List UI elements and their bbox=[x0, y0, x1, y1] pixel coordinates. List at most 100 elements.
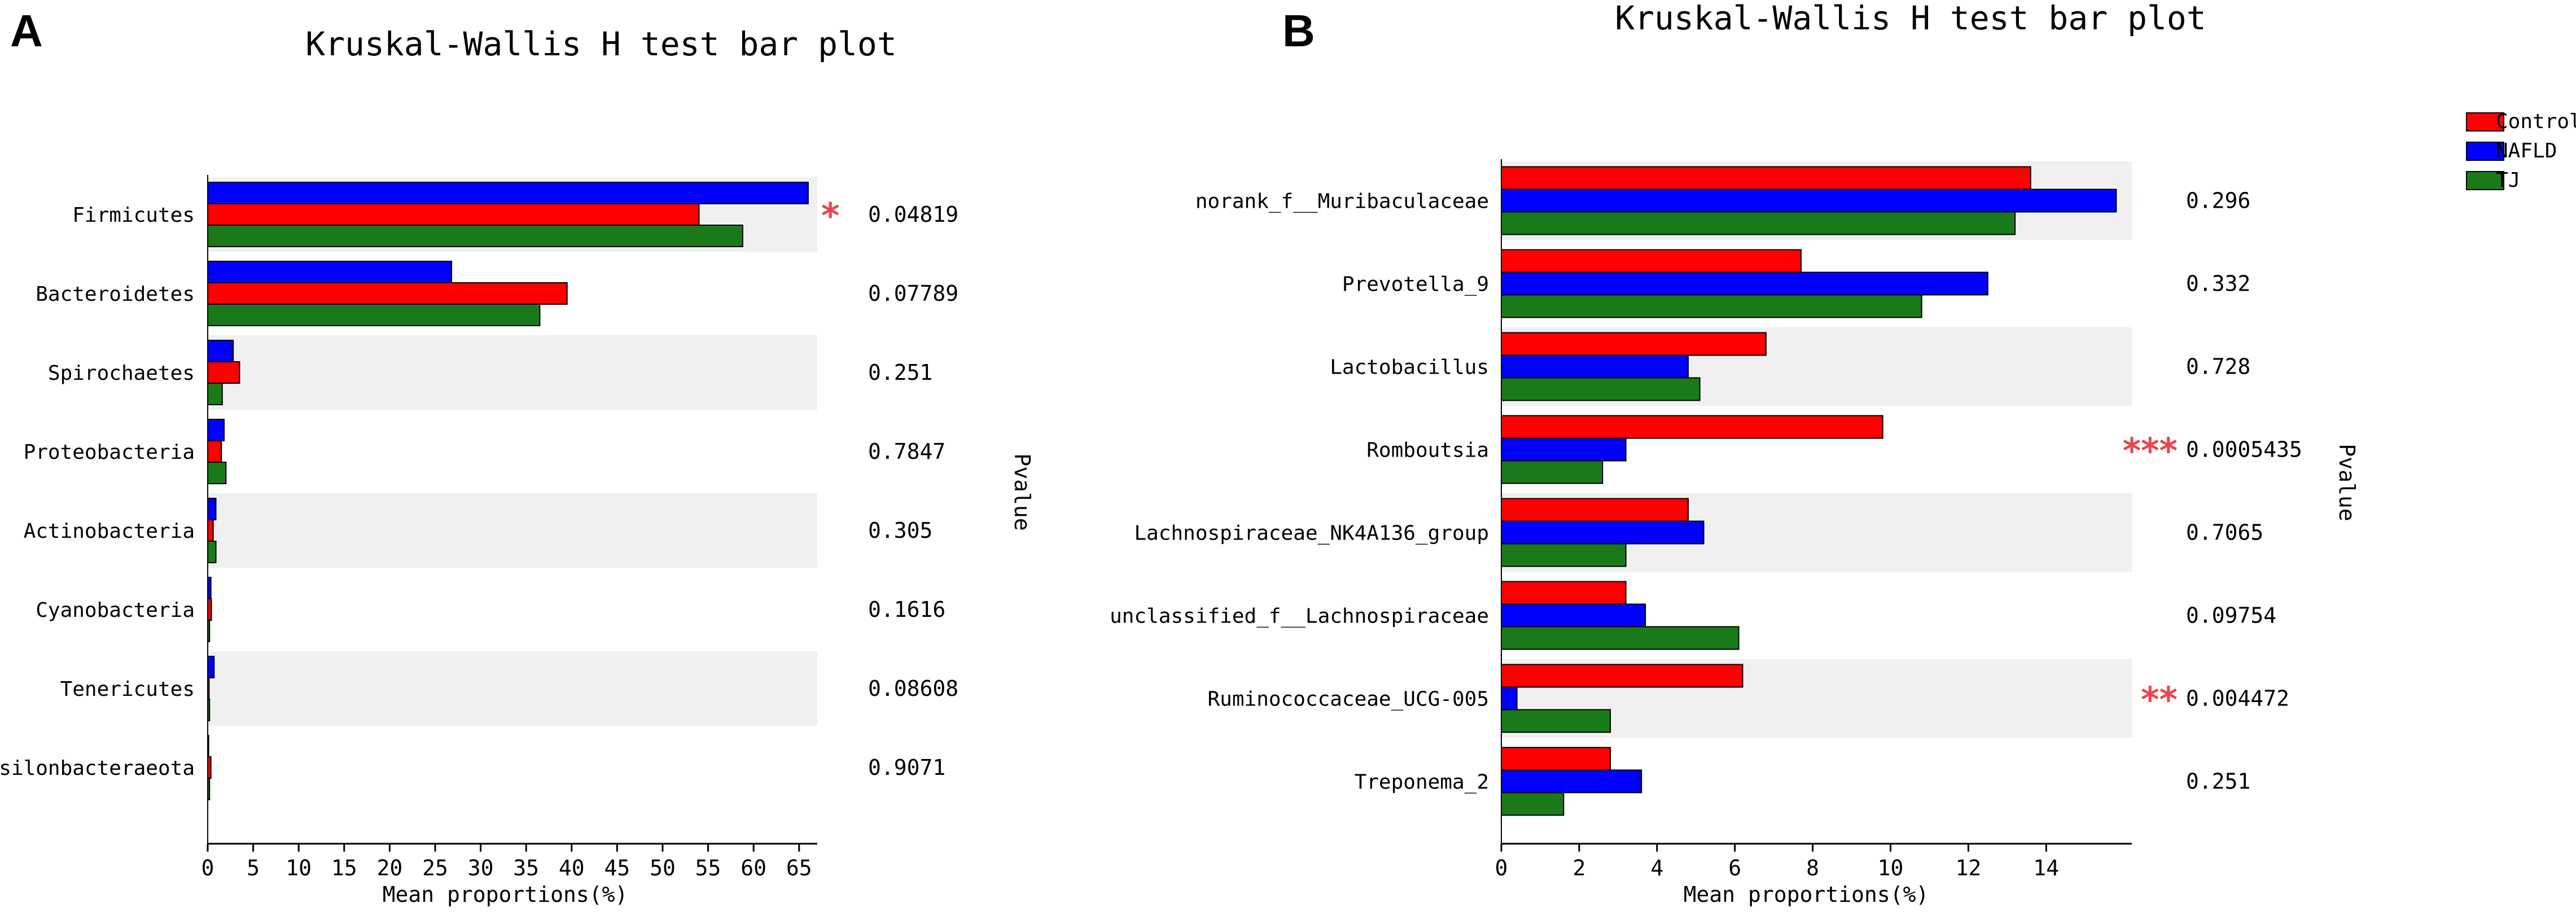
legend-label-control: Control bbox=[2496, 110, 2576, 133]
panel-b-bar-nafld-4 bbox=[1501, 520, 1705, 545]
panel-a-x-axis-title: Mean proportions(%) bbox=[383, 882, 628, 907]
panel-b-pvalue: 0.251 bbox=[2186, 769, 2250, 794]
panel-b-pvalue: 0.004472 bbox=[2186, 686, 2289, 711]
panel-a-category-label: Tenericutes bbox=[60, 678, 195, 701]
panel-b-pvalue: 0.0005435 bbox=[2186, 437, 2302, 462]
panel-a-category-label: Epsilonbacteraeota bbox=[0, 757, 195, 780]
panel-a-letter: A bbox=[10, 6, 43, 56]
panel-b-x-axis: 0 2 4 6 8 10 12 14 bbox=[1495, 159, 2132, 880]
panel-b-bar-tj-0 bbox=[1501, 211, 2016, 235]
panel-a-bar-tj-2 bbox=[207, 383, 223, 405]
panel-a-bar-nafld-4 bbox=[207, 498, 217, 520]
panel-b-letter: B bbox=[1282, 6, 1315, 56]
panel-a-bar-control-1 bbox=[207, 282, 568, 305]
panel-a-x-tick-label: 50 bbox=[650, 856, 676, 880]
panel-b-bar-nafld-3 bbox=[1501, 437, 1627, 462]
panel-b: B Kruskal-Wallis H test bar plot norank_… bbox=[1110, 0, 2576, 907]
panel-a-bands bbox=[208, 177, 817, 726]
panel-a-category-label: Spirochaetes bbox=[48, 362, 195, 385]
panel-b-bar-control-7 bbox=[1501, 747, 1611, 771]
panel-b-bar-tj-7 bbox=[1501, 792, 1565, 816]
panel-b-bar-nafld-2 bbox=[1501, 354, 1689, 379]
panel-a-pvalue: 0.251 bbox=[868, 360, 932, 385]
panel-a-bar-nafld-3 bbox=[207, 419, 225, 441]
panel-b-bar-control-4 bbox=[1501, 498, 1689, 522]
panel-b-x-tick-label: 14 bbox=[2033, 856, 2059, 880]
panel-b-bar-control-3 bbox=[1501, 415, 1883, 439]
panel-b-bar-tj-1 bbox=[1501, 294, 1922, 318]
panel-a-bar-nafld-0 bbox=[207, 182, 809, 204]
panel-b-category-label: Lachnospiraceae_NK4A136_group bbox=[1134, 522, 1489, 545]
panel-a-x-tick-label: 20 bbox=[377, 856, 403, 880]
panel-a-band-row-4 bbox=[208, 493, 817, 568]
panel-b-category-label: Ruminococcaceae_UCG-005 bbox=[1208, 688, 1489, 711]
panel-b-pvalue: 0.728 bbox=[2186, 354, 2250, 379]
panel-b-title: Kruskal-Wallis H test bar plot bbox=[1615, 0, 2206, 37]
panel-b-bar-tj-3 bbox=[1501, 460, 1604, 484]
panel-a-category-label: Proteobacteria bbox=[24, 441, 195, 464]
panel-a-x-tick-label: 30 bbox=[468, 856, 494, 880]
panel-a-category-label: Firmicutes bbox=[72, 204, 195, 227]
panel-a-pvalue: 0.9071 bbox=[868, 755, 945, 780]
panel-b-bar-nafld-1 bbox=[1501, 271, 1988, 296]
legend-label-nafld: NAFLD bbox=[2496, 139, 2557, 163]
panel-b-category-labels: norank_f__Muribaculaceae Prevotella_9 Lact… bbox=[1110, 190, 1489, 794]
panel-a-bar-tj-3 bbox=[207, 462, 227, 484]
panel-a-pvalue: 0.07789 bbox=[868, 281, 958, 306]
panel-b-x-tick-label: 2 bbox=[1572, 856, 1585, 880]
panel-a-band-row-2 bbox=[208, 335, 817, 410]
panel-a-category-label: Cyanobacteria bbox=[36, 599, 195, 622]
panel-b-significance-star: ** bbox=[2141, 679, 2178, 721]
panel-a-x-tick-label: 45 bbox=[604, 856, 630, 880]
panel-a-x-tick-label: 35 bbox=[513, 856, 539, 880]
panel-a-bar-control-0 bbox=[207, 203, 700, 226]
panel-a-bar-tj-4 bbox=[207, 541, 217, 563]
panel-a-band-row-6 bbox=[208, 651, 817, 726]
panel-b-category-label: norank_f__Muribaculaceae bbox=[1195, 190, 1489, 213]
panel-b-bar-control-0 bbox=[1501, 166, 2031, 190]
panel-b-pvalue: 0.7065 bbox=[2186, 520, 2263, 545]
panel-b-pvalue: 0.332 bbox=[2186, 271, 2250, 296]
panel-b-significance-star: *** bbox=[2123, 431, 2178, 472]
legend-swatch-nafld bbox=[2466, 142, 2504, 161]
panel-b-x-tick-label: 12 bbox=[1956, 856, 1982, 880]
panel-a-bar-tj-1 bbox=[207, 304, 541, 326]
panel-b-x-tick-label: 0 bbox=[1495, 856, 1508, 880]
panel-b-x-tick-label: 8 bbox=[1806, 856, 1819, 880]
panel-b-x-axis-title: Mean proportions(%) bbox=[1684, 882, 1929, 907]
panel-a-category-label: Actinobacteria bbox=[24, 520, 195, 543]
panel-a: A Kruskal-Wallis H test bar plot Firmicu… bbox=[0, 6, 1035, 907]
panel-a-x-tick-label: 65 bbox=[786, 856, 812, 880]
panel-b-category-label: Treponema_2 bbox=[1355, 771, 1489, 794]
panel-a-pvalue-axis-title: Pvalue bbox=[1010, 453, 1035, 530]
panel-b-significance: ***** bbox=[2123, 431, 2178, 721]
panel-b-pvalues: 0.296 0.332 0.728 0.0005435 0.7065 0.09754 0.0… bbox=[2186, 188, 2302, 794]
panel-b-legend: Control NAFLD TJ bbox=[2466, 110, 2576, 192]
panel-a-x-tick-label: 55 bbox=[695, 856, 721, 880]
panel-b-bar-nafld-6 bbox=[1501, 686, 1518, 711]
panel-b-bars bbox=[1501, 166, 2117, 816]
panel-b-bar-tj-6 bbox=[1501, 709, 1611, 733]
panel-a-pvalue: 0.1616 bbox=[868, 597, 945, 622]
panel-b-x-tick-label: 6 bbox=[1728, 856, 1741, 880]
panel-a-pvalues: 0.04819 0.07789 0.251 0.7847 0.305 0.1616 0.08… bbox=[868, 202, 958, 780]
panel-a-x-tick-label: 15 bbox=[331, 856, 357, 880]
panel-b-x-tick-label: 4 bbox=[1650, 856, 1663, 880]
panel-b-bar-control-2 bbox=[1501, 332, 1767, 356]
panel-b-bar-tj-5 bbox=[1501, 626, 1740, 650]
panel-a-x-tick-label: 25 bbox=[422, 856, 448, 880]
panel-a-category-labels: Firmicutes Bacteroidetes Spirochaetes Prote… bbox=[0, 204, 195, 780]
panel-a-bar-control-2 bbox=[207, 361, 240, 384]
panel-b-bar-control-6 bbox=[1501, 664, 1743, 688]
panel-a-bar-control-4 bbox=[207, 519, 214, 542]
legend-label-tj: TJ bbox=[2496, 169, 2520, 192]
panel-b-bar-nafld-5 bbox=[1501, 603, 1646, 628]
panel-a-bar-nafld-1 bbox=[207, 261, 452, 283]
panel-a-bar-nafld-6 bbox=[207, 656, 215, 678]
panel-b-pvalue: 0.09754 bbox=[2186, 603, 2276, 628]
panel-a-title: Kruskal-Wallis H test bar plot bbox=[305, 25, 897, 63]
panel-a-bars bbox=[207, 182, 809, 800]
panel-a-category-label: Bacteroidetes bbox=[36, 283, 195, 306]
panel-a-pvalue: 0.08608 bbox=[868, 676, 958, 701]
